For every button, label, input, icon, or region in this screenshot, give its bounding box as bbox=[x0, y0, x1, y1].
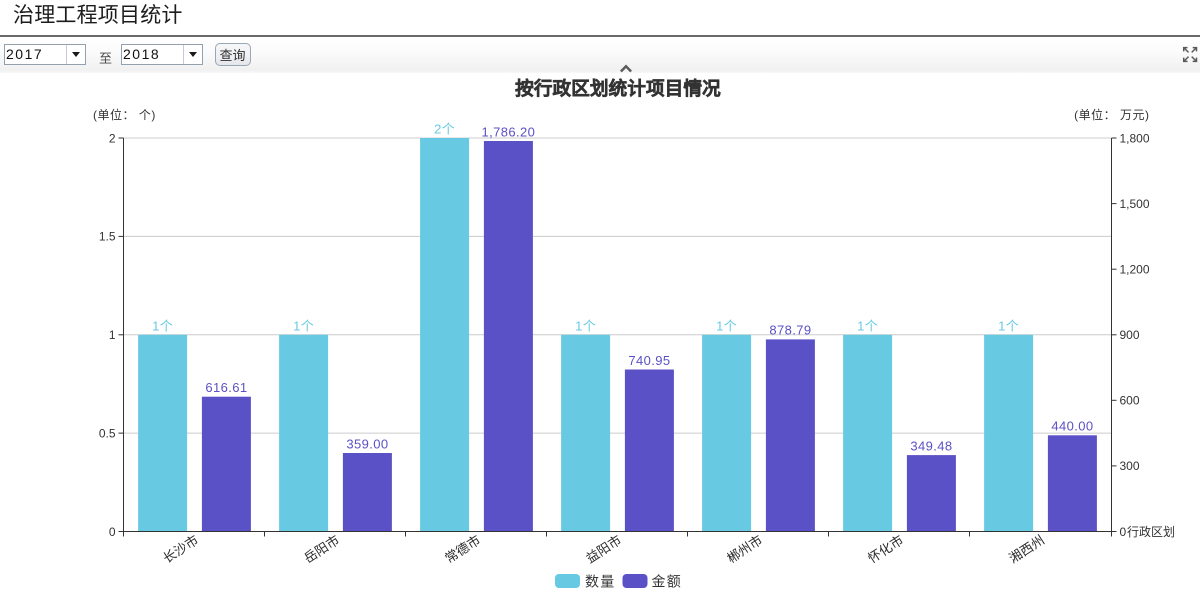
svg-text:0: 0 bbox=[109, 525, 116, 539]
svg-text:1个: 1个 bbox=[998, 318, 1019, 333]
svg-text:349.48: 349.48 bbox=[910, 438, 952, 453]
svg-text:740.95: 740.95 bbox=[628, 353, 670, 368]
svg-text:行政区划: 行政区划 bbox=[1127, 525, 1175, 539]
svg-text:按行政区划统计项目情况: 按行政区划统计项目情况 bbox=[515, 78, 721, 99]
svg-text:1个: 1个 bbox=[857, 318, 878, 333]
svg-text:0: 0 bbox=[1120, 525, 1127, 539]
svg-text:1个: 1个 bbox=[293, 318, 314, 333]
svg-text:数量: 数量 bbox=[585, 573, 615, 589]
svg-text:岳阳市: 岳阳市 bbox=[301, 532, 342, 566]
svg-text:2: 2 bbox=[109, 131, 116, 145]
svg-text:1,200: 1,200 bbox=[1120, 263, 1150, 277]
svg-text:300: 300 bbox=[1120, 459, 1140, 473]
svg-text:600: 600 bbox=[1120, 394, 1140, 408]
svg-text:1.5: 1.5 bbox=[99, 230, 116, 244]
svg-text:1,786.20: 1,786.20 bbox=[481, 124, 535, 139]
svg-text:1个: 1个 bbox=[716, 318, 737, 333]
svg-text:1个: 1个 bbox=[575, 318, 596, 333]
svg-text:0.5: 0.5 bbox=[99, 426, 116, 440]
svg-text:湘西州: 湘西州 bbox=[1006, 532, 1047, 566]
svg-text:长沙市: 长沙市 bbox=[160, 532, 201, 566]
svg-text:金额: 金额 bbox=[652, 573, 682, 589]
svg-text:616.61: 616.61 bbox=[205, 380, 247, 395]
svg-text:益阳市: 益阳市 bbox=[583, 532, 624, 566]
svg-text:(单位： 个): (单位： 个) bbox=[93, 107, 156, 122]
svg-text:900: 900 bbox=[1120, 328, 1140, 342]
svg-text:440.00: 440.00 bbox=[1051, 419, 1093, 434]
svg-text:1个: 1个 bbox=[152, 318, 173, 333]
svg-text:郴州市: 郴州市 bbox=[724, 532, 765, 566]
svg-text:1: 1 bbox=[109, 328, 116, 342]
svg-text:1,500: 1,500 bbox=[1120, 197, 1150, 211]
svg-text:常德市: 常德市 bbox=[442, 532, 483, 566]
svg-text:怀化市: 怀化市 bbox=[865, 532, 906, 566]
svg-text:2个: 2个 bbox=[434, 122, 455, 137]
svg-text:(单位： 万元): (单位： 万元) bbox=[1074, 107, 1149, 122]
svg-text:878.79: 878.79 bbox=[769, 323, 811, 338]
svg-text:1,800: 1,800 bbox=[1120, 131, 1150, 145]
svg-text:359.00: 359.00 bbox=[346, 436, 388, 451]
